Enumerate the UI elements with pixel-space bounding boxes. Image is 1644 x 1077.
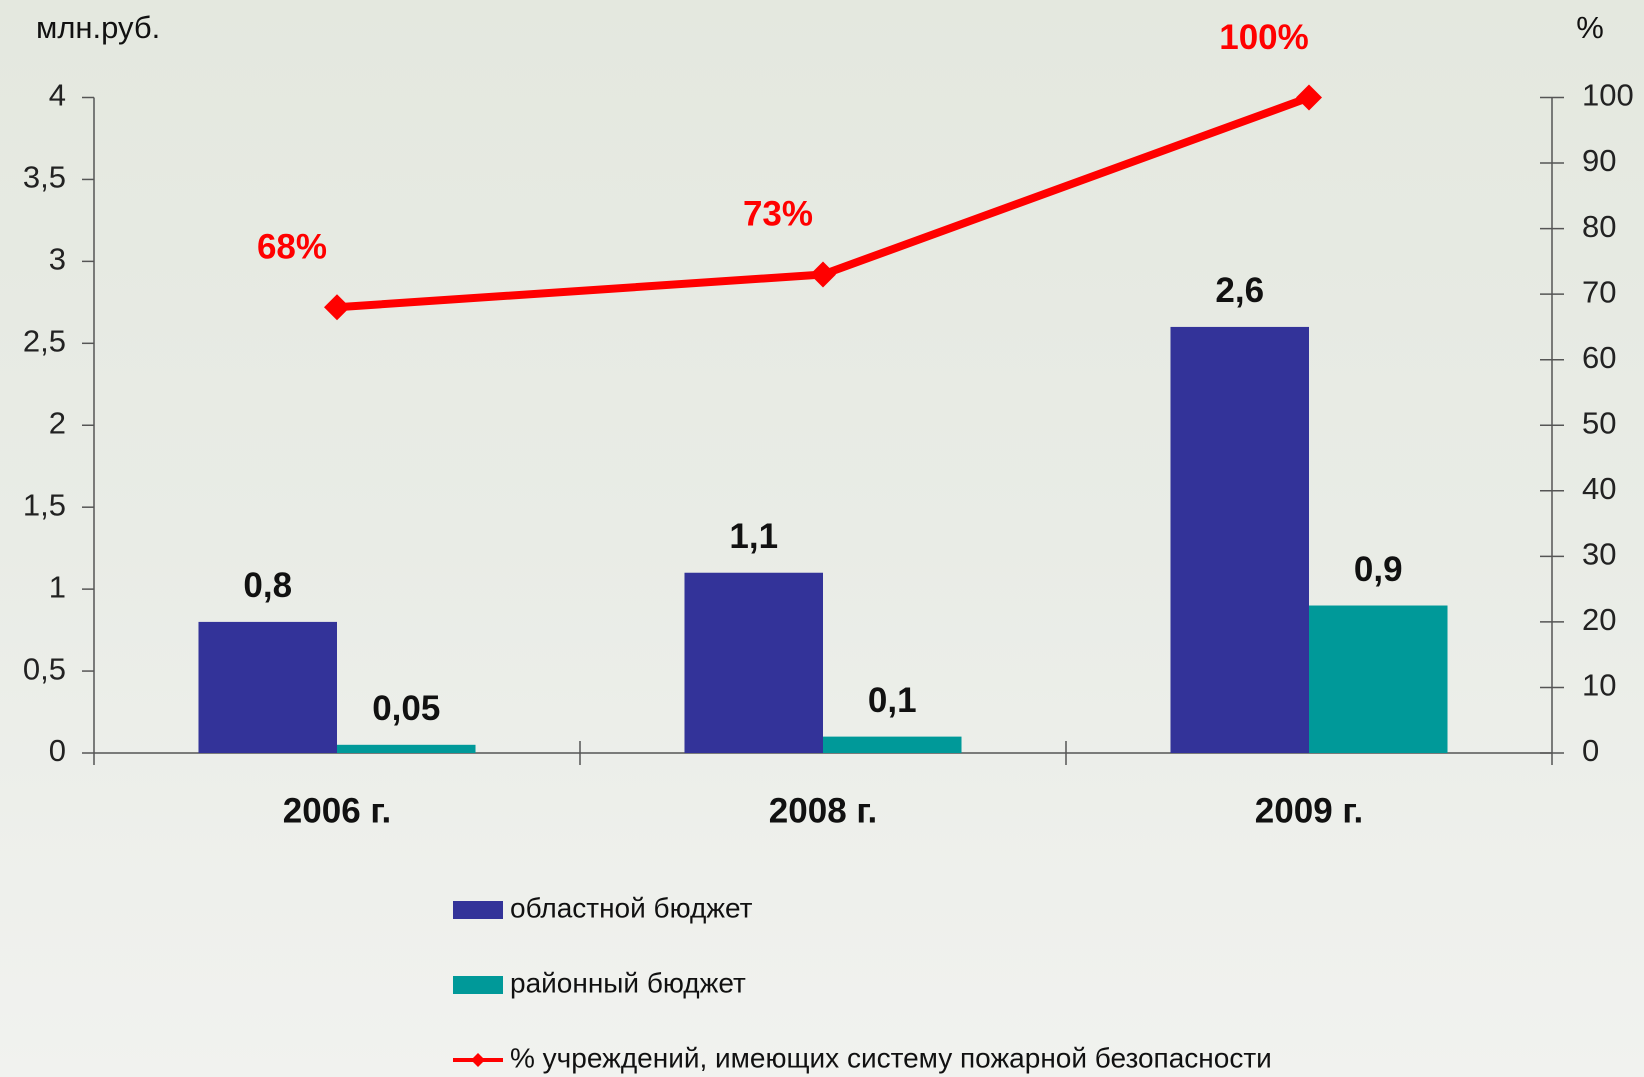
y2-tick-label: 0 <box>1582 733 1599 768</box>
line-marker <box>1296 84 1322 111</box>
y2-tick-label: 70 <box>1582 274 1616 309</box>
y2-tick-label: 50 <box>1582 405 1616 440</box>
y2-tick-label: 20 <box>1582 602 1616 637</box>
value-label: 100% <box>1219 18 1309 57</box>
y2-tick-label: 80 <box>1582 209 1616 244</box>
bar <box>1309 605 1448 753</box>
bar <box>198 621 337 753</box>
y-tick-label: 1,5 <box>23 487 66 522</box>
y-tick-label: 3,5 <box>23 160 66 195</box>
y-tick-label: 1 <box>49 569 66 604</box>
y2-tick-label: 100 <box>1582 78 1634 113</box>
value-label: 0,8 <box>243 566 292 605</box>
y-tick-label: 4 <box>49 78 66 113</box>
bar <box>684 572 823 753</box>
legend-label: областной бюджет <box>510 892 753 923</box>
y2-axis-title: % <box>1576 10 1604 45</box>
legend-label: % учреждений, имеющих систему пожарной б… <box>510 1042 1272 1073</box>
y-tick-label: 3 <box>49 242 66 277</box>
value-label: 0,1 <box>868 681 917 720</box>
x-tick-label: 2008 г. <box>769 791 877 830</box>
legend-swatch <box>453 901 503 919</box>
bar <box>823 736 962 753</box>
y2-tick-label: 30 <box>1582 537 1616 572</box>
y-axis-title: млн.руб. <box>36 10 160 45</box>
y-tick-label: 2,5 <box>23 324 66 359</box>
value-label: 2,6 <box>1215 271 1264 310</box>
line-marker <box>324 294 350 321</box>
bar <box>1170 326 1309 753</box>
x-tick-label: 2009 г. <box>1255 791 1363 830</box>
line-marker <box>810 261 836 288</box>
value-label: 68% <box>257 228 327 267</box>
legend-swatch <box>453 976 503 994</box>
y2-tick-label: 90 <box>1582 143 1616 178</box>
y2-tick-label: 10 <box>1582 668 1616 703</box>
value-label: 0,9 <box>1354 550 1403 589</box>
value-label: 1,1 <box>729 517 778 556</box>
y-tick-label: 2 <box>49 405 66 440</box>
bar <box>337 744 476 753</box>
legend-marker <box>471 1053 485 1067</box>
x-tick-label: 2006 г. <box>283 791 391 830</box>
legend-label: районный бюджет <box>510 967 746 998</box>
y2-tick-label: 40 <box>1582 471 1616 506</box>
y-tick-label: 0,5 <box>23 651 66 686</box>
value-label: 0,05 <box>372 689 440 728</box>
y2-tick-label: 60 <box>1582 340 1616 375</box>
value-label: 73% <box>743 195 813 234</box>
y-tick-label: 0 <box>49 733 66 768</box>
